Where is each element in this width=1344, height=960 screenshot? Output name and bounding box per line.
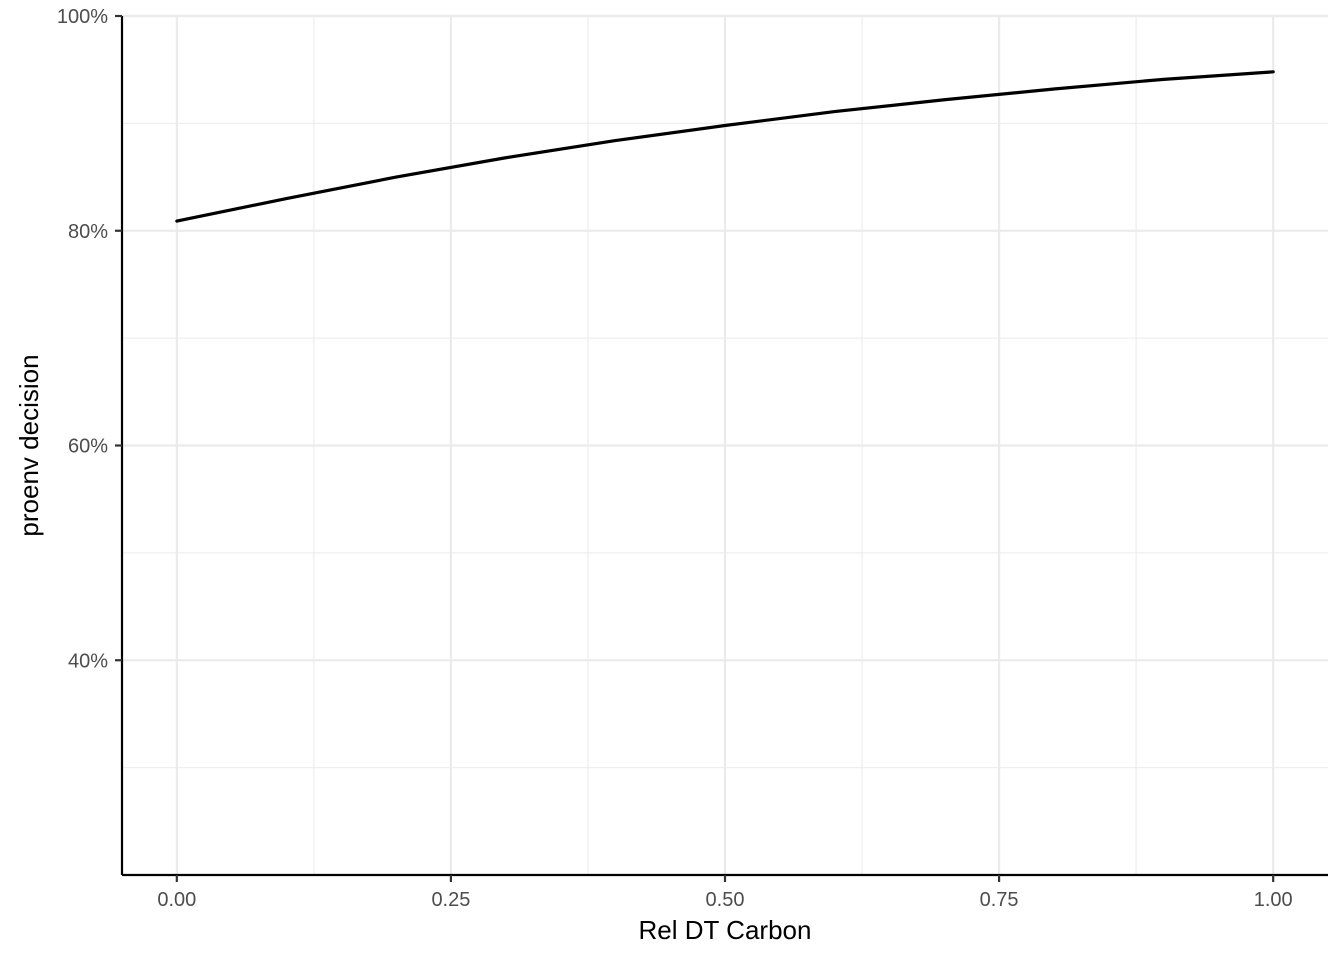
x-tick-label: 1.00	[1254, 889, 1293, 911]
x-tick-label: 0.75	[980, 889, 1019, 911]
grid	[122, 14, 1328, 875]
series-layer	[175, 70, 1275, 223]
x-tick-label: 0.50	[706, 889, 745, 911]
labels: 0.00 0.25 0.50 0.75 1.00 40% 60% 80% 100% Rel DT …	[14, 6, 1293, 945]
x-axis-title: Rel DT Carbon	[639, 915, 812, 945]
y-axis-title: proenv decision	[14, 354, 44, 536]
axes	[115, 14, 1328, 882]
y-tick-label: 80%	[68, 221, 108, 243]
x-tick-label: 0.00	[157, 889, 196, 911]
series-line-0	[175, 70, 1275, 223]
y-tick-label: 40%	[68, 650, 108, 672]
y-tick-label: 100%	[57, 6, 108, 28]
y-tick-label: 60%	[68, 436, 108, 458]
x-tick-label: 0.25	[431, 889, 470, 911]
